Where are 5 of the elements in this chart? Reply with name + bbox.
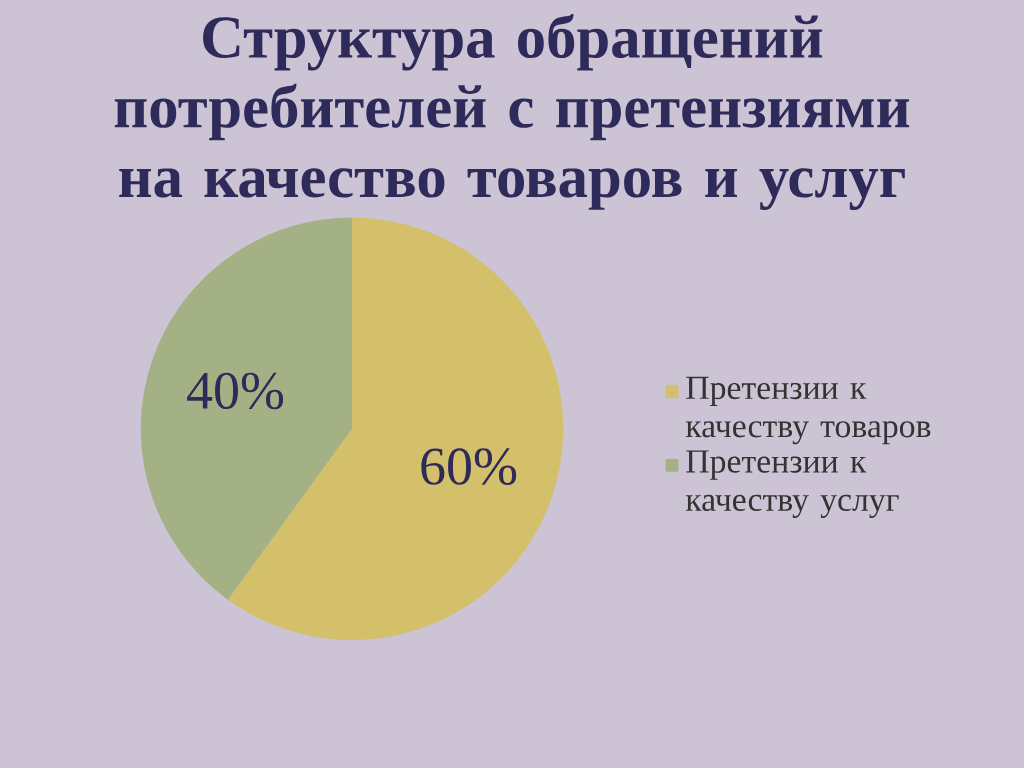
chart-title: Структура обращений потребителей с претензиями на качество товаров и услуг bbox=[114, 13, 910, 211]
data-label: 40% bbox=[187, 372, 284, 410]
legend-label: Претензии к качеству товаров bbox=[685, 376, 931, 445]
legend-label: Претензии к качеству услуг bbox=[685, 450, 899, 518]
data-label: 60% bbox=[421, 448, 517, 485]
